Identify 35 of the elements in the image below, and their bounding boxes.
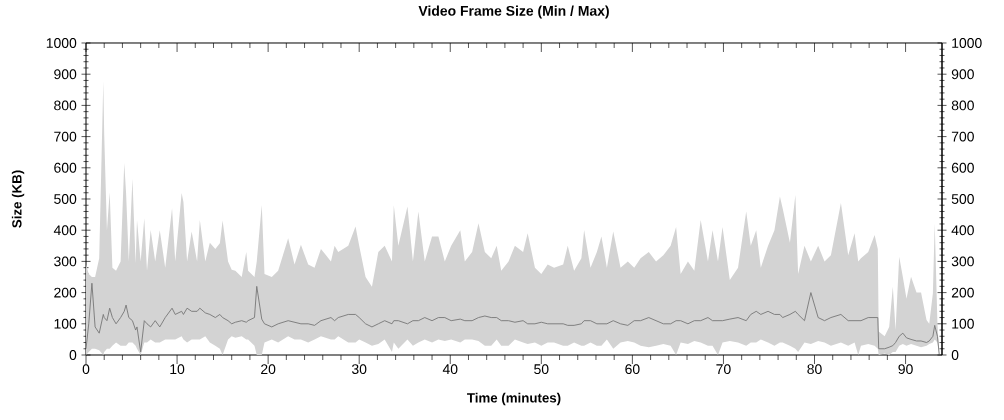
y2-tick-label: 900 xyxy=(951,69,974,80)
x-axis-title: Time (minutes) xyxy=(467,392,561,406)
x-tick-label: 90 xyxy=(898,364,913,375)
y-tick-label: 0 xyxy=(69,350,77,360)
y2-tick-label: 200 xyxy=(951,287,974,298)
chart-title: Video Frame Size (Min / Max) xyxy=(418,5,609,19)
y2-tick-label: 100 xyxy=(952,318,974,329)
y2-tick-label: 500 xyxy=(951,194,974,204)
x-tick-label: 60 xyxy=(625,364,640,375)
x-tick-label: 70 xyxy=(716,364,731,375)
y-tick-label: 700 xyxy=(54,131,77,142)
y-tick-label: 100 xyxy=(54,318,77,329)
y2-tick-label: 0 xyxy=(951,350,959,360)
x-tick-label: 50 xyxy=(534,364,549,375)
y2-tick-label: 1000 xyxy=(952,38,982,48)
y-tick-label: 900 xyxy=(54,69,77,80)
x-tick-label: 80 xyxy=(807,364,822,375)
y2-tick-label: 300 xyxy=(951,256,974,267)
y2-tick-label: 400 xyxy=(951,225,974,236)
y-tick-label: 400 xyxy=(53,225,77,236)
y-tick-label: 800 xyxy=(54,100,77,111)
y-tick-label: 600 xyxy=(54,162,77,173)
y-tick-label: 500 xyxy=(54,194,77,204)
x-tick-label: 10 xyxy=(170,364,185,375)
y2-tick-label: 800 xyxy=(951,100,974,111)
x-tick-label: 40 xyxy=(442,364,458,375)
y-axis-title: Size (KB) xyxy=(11,170,25,228)
y2-tick-label: 600 xyxy=(951,162,974,173)
y2-tick-label: 700 xyxy=(951,131,974,142)
x-tick-label: 20 xyxy=(261,364,276,375)
y-tick-label: 300 xyxy=(54,256,77,267)
x-tick-label: 30 xyxy=(351,364,367,375)
x-tick-label: 0 xyxy=(82,364,90,375)
y-tick-label: 1000 xyxy=(46,38,77,48)
y-tick-label: 200 xyxy=(54,287,77,298)
